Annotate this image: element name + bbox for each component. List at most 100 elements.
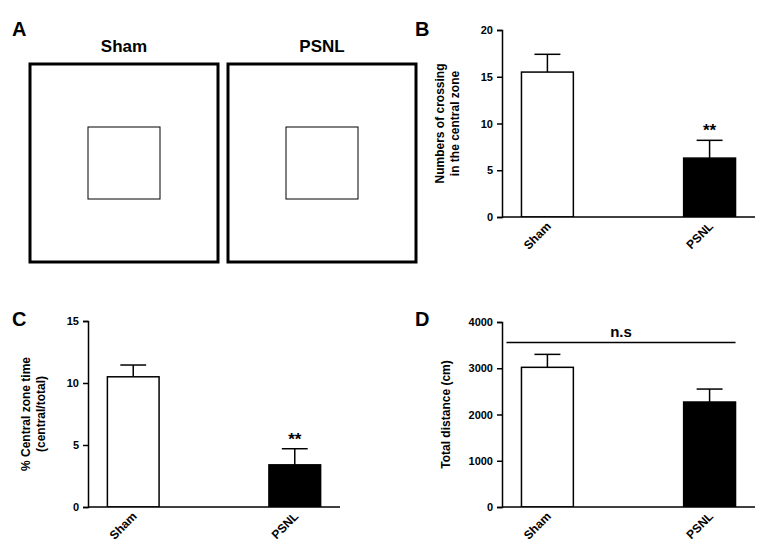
plot-area (521, 354, 735, 507)
x-tick-label: PSNL (684, 219, 717, 252)
y-axis-line (83, 322, 89, 508)
panel-letter: A (12, 18, 26, 40)
x-axis: Sham PSNL (502, 217, 755, 252)
y-tick: 20 (481, 24, 502, 36)
y-tick-mark (497, 414, 502, 416)
error-bar-cap (120, 364, 146, 366)
y-tick-label: 5 (73, 439, 79, 451)
x-tick: PSNL (684, 509, 717, 542)
annotation: ** (703, 121, 717, 140)
central-zone (286, 127, 358, 199)
y-tick-mark (497, 217, 502, 219)
y-axis: 0 5 10 15 20 (481, 24, 503, 223)
y-tick-mark (497, 322, 502, 324)
central-zone (88, 127, 160, 199)
panel-letter: B (415, 18, 429, 40)
y-tick-label: 4000 (469, 316, 493, 328)
plot-area (521, 54, 735, 217)
error-bar-cap (534, 354, 560, 356)
x-tick-label: Sham (107, 509, 140, 542)
bar (684, 402, 736, 507)
y-tick-mark (497, 461, 502, 463)
error-bar-cap (534, 54, 560, 56)
y-tick-mark (83, 321, 88, 323)
arena-title: Sham (101, 37, 147, 56)
x-tick-label: Sham (521, 219, 554, 252)
y-axis-title: Numbers of crossingin the central zone (433, 63, 462, 183)
y-axis-title-line: Numbers of crossing (433, 63, 447, 183)
y-axis-title-line: (central/total) (34, 376, 48, 452)
x-tick-label: Sham (521, 509, 554, 542)
y-axis-line (497, 323, 503, 508)
y-tick-label: 15 (67, 315, 79, 327)
y-axis-title: % Central zone time(central/total) (19, 357, 48, 471)
y-tick-label: 10 (67, 377, 79, 389)
background (0, 0, 772, 553)
y-tick-mark (83, 445, 88, 447)
panel-3: D 0 1000 2000 3000 4000 Sham PSNL Total distance… (415, 308, 755, 542)
y-tick: 10 (67, 377, 88, 389)
y-axis-title: Total distance (cm) (439, 360, 453, 468)
y-tick-mark (497, 123, 502, 125)
error-bar-stem (547, 54, 549, 72)
y-tick-mark (497, 30, 502, 32)
y-tick: 1000 (469, 455, 502, 467)
bar (269, 465, 321, 507)
y-tick: 2000 (469, 409, 502, 421)
arena-frame (228, 64, 416, 262)
x-axis: Sham PSNL (88, 507, 340, 542)
y-tick: 0 (487, 211, 502, 223)
y-tick-label: 3000 (469, 362, 493, 374)
y-tick-mark (83, 383, 88, 385)
x-tick: PSNL (684, 219, 717, 252)
x-tick: Sham (521, 219, 554, 252)
error-bar (282, 449, 308, 465)
x-axis-line (88, 506, 340, 508)
y-tick: 5 (487, 164, 502, 176)
y-tick-label: 10 (481, 118, 493, 130)
y-tick-label: 5 (487, 164, 493, 176)
y-tick: 0 (487, 501, 502, 513)
y-tick-mark (497, 77, 502, 79)
y-tick: 4000 (469, 316, 502, 328)
y-axis: 0 5 10 15 (67, 315, 89, 513)
panel-2: C051015ShamPSNL% Central zone time(centr… (12, 308, 340, 542)
y-tick-label: 0 (487, 211, 493, 223)
error-bar (697, 140, 723, 158)
panel-1: B 0 5 10 15 20 Sham PSNL Numbers of crossingin t… (415, 18, 755, 252)
error-bar-stem (709, 140, 711, 158)
y-tick-label: 0 (487, 501, 493, 513)
annotation: n.s (610, 323, 632, 340)
y-axis-title-line: Total distance (cm) (439, 360, 453, 468)
error-bar (697, 389, 723, 402)
x-axis-line (502, 506, 755, 508)
y-tick-label: 20 (481, 24, 493, 36)
error-bar-stem (132, 365, 134, 377)
x-axis: Sham PSNL (502, 507, 755, 542)
y-tick-label: 1000 (469, 455, 493, 467)
x-tick: PSNL (269, 509, 302, 542)
y-tick: 0 (73, 501, 88, 513)
y-tick-mark (83, 507, 88, 509)
y-tick-mark (497, 507, 502, 509)
error-bar (120, 365, 146, 377)
annotation: ** (288, 430, 302, 449)
x-tick-label: PSNL (684, 509, 717, 542)
y-tick: 5 (73, 439, 88, 451)
error-bar-stem (709, 389, 711, 402)
panel-letter: D (415, 308, 429, 330)
bar (107, 377, 159, 507)
y-axis-title-line: in the central zone (448, 71, 462, 177)
x-tick: Sham (107, 509, 140, 542)
y-tick-label: 2000 (469, 409, 493, 421)
figure: A Sham PSNL B 0 5 10 15 20 Sham PSNL Numbers of cro… (0, 0, 772, 553)
x-tick: Sham (521, 509, 554, 542)
arena-title: PSNL (299, 37, 344, 56)
significance-line (506, 342, 735, 344)
panel-0: A Sham PSNL (12, 18, 416, 262)
error-bar-stem (294, 449, 296, 465)
y-tick: 10 (481, 118, 502, 130)
error-bar (534, 54, 560, 72)
y-tick-label: 15 (481, 71, 493, 83)
error-bar-stem (547, 354, 549, 367)
